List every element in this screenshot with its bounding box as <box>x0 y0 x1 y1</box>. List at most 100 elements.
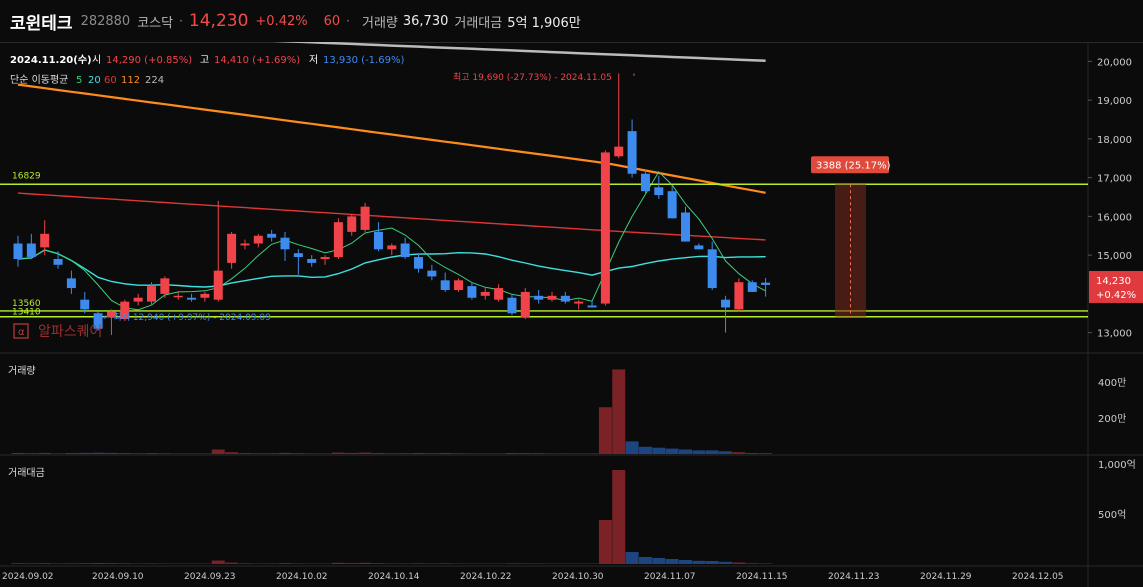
amount-bar[interactable] <box>104 563 118 564</box>
volume-bar[interactable] <box>585 453 599 454</box>
amount-bar[interactable] <box>211 560 225 565</box>
candle-body[interactable] <box>160 278 170 294</box>
volume-bar[interactable] <box>305 453 319 454</box>
volume-bar[interactable] <box>131 453 145 454</box>
candle-body[interactable] <box>320 257 330 259</box>
volume-bar[interactable] <box>371 453 385 454</box>
candle-body[interactable] <box>747 282 757 292</box>
candle-body[interactable] <box>414 257 423 269</box>
volume-bar[interactable] <box>679 449 692 455</box>
volume-bar[interactable] <box>91 452 105 454</box>
candle-body[interactable] <box>614 146 624 157</box>
candle-body[interactable] <box>227 233 237 263</box>
candle-body[interactable] <box>560 295 570 302</box>
amount-bar[interactable] <box>278 563 292 564</box>
volume-bar[interactable] <box>558 453 572 454</box>
amount-bar[interactable] <box>665 559 679 564</box>
volume-bar[interactable] <box>505 453 519 454</box>
volume-bar[interactable] <box>104 452 118 454</box>
volume-bar[interactable] <box>398 453 412 454</box>
amount-bar[interactable] <box>11 563 25 564</box>
candle-body[interactable] <box>694 245 704 250</box>
volume-bar[interactable] <box>452 453 466 454</box>
amount-bar[interactable] <box>291 563 305 565</box>
volume-bar[interactable] <box>598 407 612 454</box>
amount-bar[interactable] <box>705 561 719 564</box>
candle-body[interactable] <box>707 249 717 289</box>
candle-body[interactable] <box>534 295 544 300</box>
candle-body[interactable] <box>761 282 771 285</box>
amount-bar[interactable] <box>78 563 92 564</box>
amount-bar[interactable] <box>759 563 773 565</box>
amount-bar[interactable] <box>452 563 466 565</box>
amount-bar[interactable] <box>158 563 172 565</box>
candle-body[interactable] <box>267 233 277 238</box>
amount-bar[interactable] <box>91 563 105 564</box>
amount-bar[interactable] <box>225 562 239 564</box>
candle-body[interactable] <box>120 301 130 320</box>
candle-body[interactable] <box>734 282 744 310</box>
amount-bar[interactable] <box>118 563 132 564</box>
volume-bar[interactable] <box>11 453 25 454</box>
volume-bar[interactable] <box>225 452 239 454</box>
volume-bar[interactable] <box>625 441 639 454</box>
candle-body[interactable] <box>454 280 464 290</box>
candle-body[interactable] <box>427 270 437 277</box>
volume-bar[interactable] <box>705 450 719 454</box>
candle-body[interactable] <box>667 191 677 219</box>
volume-bar[interactable] <box>385 453 399 454</box>
amount-bar[interactable] <box>505 563 519 564</box>
candle-body[interactable] <box>293 253 303 258</box>
amount-bar[interactable] <box>638 557 652 564</box>
candle-body[interactable] <box>280 237 290 250</box>
volume-bar[interactable] <box>278 452 292 454</box>
candle-body[interactable] <box>494 288 504 300</box>
amount-bar[interactable] <box>732 562 746 565</box>
candle-body[interactable] <box>106 311 116 318</box>
volume-bar[interactable] <box>185 453 199 454</box>
amount-bar[interactable] <box>412 563 425 564</box>
amount-bar[interactable] <box>625 552 639 564</box>
amount-bar[interactable] <box>345 563 359 564</box>
candle-body[interactable] <box>80 299 90 310</box>
candle-body[interactable] <box>200 293 210 298</box>
volume-bar[interactable] <box>251 453 265 454</box>
volume-bar[interactable] <box>719 451 733 454</box>
amount-bar[interactable] <box>398 563 412 565</box>
candle-body[interactable] <box>187 297 197 300</box>
candle-body[interactable] <box>520 291 530 318</box>
volume-bar[interactable] <box>572 453 586 454</box>
volume-bar[interactable] <box>532 453 546 454</box>
candle-body[interactable] <box>721 299 731 308</box>
amount-bar[interactable] <box>24 563 38 564</box>
amount-bar[interactable] <box>38 563 52 564</box>
candle-body[interactable] <box>600 152 610 304</box>
candle-body[interactable] <box>347 216 357 232</box>
volume-bar[interactable] <box>438 453 452 454</box>
volume-bar[interactable] <box>638 446 652 454</box>
volume-bar[interactable] <box>118 453 132 454</box>
amount-bar[interactable] <box>652 558 666 564</box>
candle-body[interactable] <box>133 297 143 302</box>
volume-bar[interactable] <box>291 453 305 454</box>
candle-body[interactable] <box>400 243 410 258</box>
candle-body[interactable] <box>467 286 477 298</box>
amount-bar[interactable] <box>251 563 265 565</box>
candle-body[interactable] <box>213 270 223 300</box>
volume-bar[interactable] <box>171 453 185 454</box>
volume-bar[interactable] <box>158 453 172 454</box>
volume-bar[interactable] <box>211 449 225 455</box>
candle-body[interactable] <box>387 245 397 250</box>
amount-bar[interactable] <box>745 563 759 564</box>
amount-bar[interactable] <box>64 563 78 564</box>
candle-body[interactable] <box>93 313 103 329</box>
amount-bar[interactable] <box>51 563 65 565</box>
amount-bar[interactable] <box>425 563 439 565</box>
candle-body[interactable] <box>640 173 650 192</box>
volume-bar[interactable] <box>745 453 759 454</box>
amount-bar[interactable] <box>438 563 452 564</box>
volume-bar[interactable] <box>358 452 372 454</box>
candle-body[interactable] <box>547 295 557 300</box>
volume-bar[interactable] <box>318 453 332 454</box>
candle-body[interactable] <box>253 235 263 244</box>
